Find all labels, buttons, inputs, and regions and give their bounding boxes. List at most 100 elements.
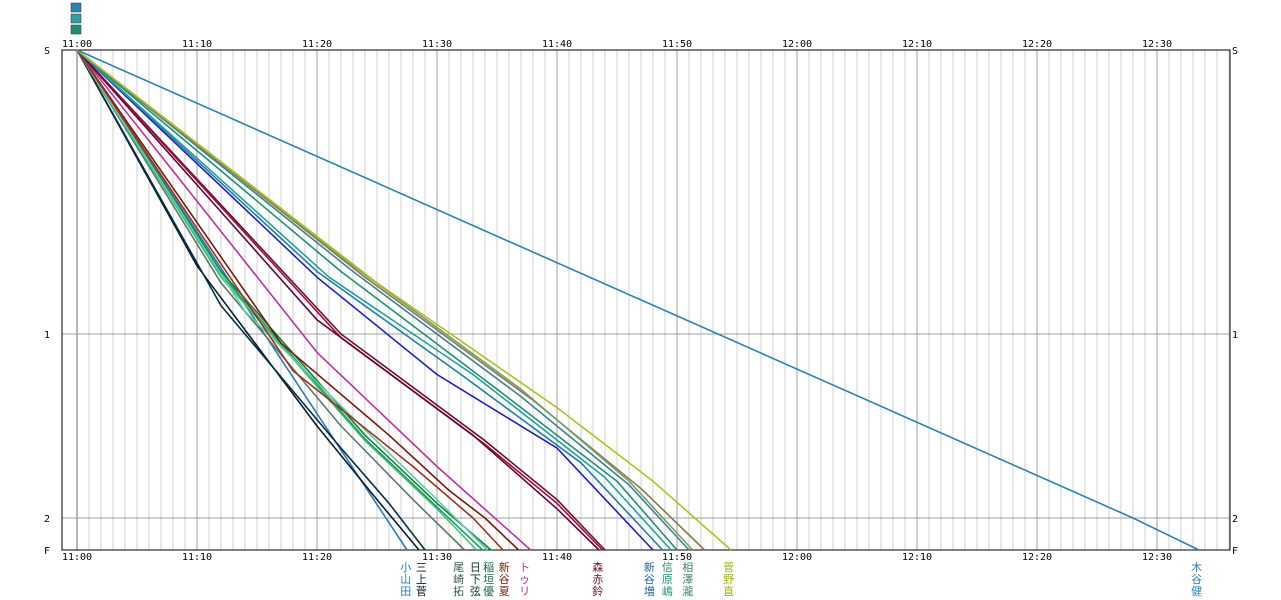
bottom-time-axis: 11:00 11:10 11:20 11:30 11:40 11:50 12:00 12:10… — [62, 552, 1172, 563]
runner-label-char: 夏 — [499, 585, 510, 598]
runner-label-char: 三 — [416, 561, 427, 574]
runner-label-char: 信 — [662, 561, 673, 574]
top-tick-label: 11:20 — [302, 39, 332, 50]
runner-label: 新谷夏 — [499, 560, 510, 598]
runner-label-char: 尾 — [453, 561, 464, 574]
legend-swatch — [70, 24, 82, 35]
runner-label: 木谷健 — [1191, 561, 1202, 598]
runner-label: 菅野直 — [723, 561, 734, 598]
runner-label-char: ゥ — [519, 573, 530, 586]
runner-label: トゥリ — [519, 561, 530, 598]
runner-label-char: 原 — [662, 573, 673, 586]
right-row-label: F — [1232, 546, 1238, 557]
series-line — [76, 49, 532, 551]
runner-label-char: 森 — [592, 560, 603, 574]
bottom-tick-label: 12:10 — [902, 552, 932, 563]
runner-label: 小山田 — [400, 561, 411, 598]
runner-label: 新谷増 — [644, 560, 655, 598]
runner-label-char: 拓 — [453, 584, 464, 598]
runner-label-char: 相 — [682, 561, 693, 574]
left-row-label: 1 — [44, 330, 50, 341]
runner-label: 信原嶋 — [662, 561, 673, 598]
runner-label-char: 小 — [400, 561, 411, 574]
right-row-label: S — [1232, 46, 1238, 57]
left-row-label: S — [44, 46, 50, 57]
row-gridlines — [62, 333, 1230, 519]
runner-label-char: ト — [519, 561, 530, 574]
series-line — [76, 49, 672, 551]
runner-label-char: 嶋 — [662, 584, 673, 598]
runner-label: 三上菅 — [416, 561, 427, 598]
top-tick-label: 11:30 — [422, 39, 452, 50]
series-line — [76, 49, 690, 551]
bottom-tick-label: 12:20 — [1022, 552, 1052, 563]
left-row-axis: S 1 2 F — [44, 46, 50, 557]
runner-label-char: 健 — [1191, 585, 1202, 598]
right-row-axis: S 1 2 F — [1232, 46, 1238, 557]
bottom-tick-label: 11:20 — [302, 552, 332, 563]
series-line — [76, 49, 466, 551]
legend — [70, 2, 82, 35]
left-row-label: F — [44, 546, 50, 557]
runner-label: 尾崎拓 — [453, 561, 464, 598]
series-line — [76, 49, 606, 551]
runner-label-char: 新 — [644, 560, 655, 574]
series-line — [76, 49, 504, 551]
legend-swatch — [70, 13, 82, 24]
runner-label-char: 崎 — [453, 572, 464, 586]
runner-label-char: 赤 — [592, 573, 603, 586]
runner-label-char: 瀧 — [682, 585, 693, 598]
bottom-tick-label: 11:10 — [182, 552, 212, 563]
bottom-tick-label: 11:00 — [62, 552, 92, 563]
runner-label-char: 菅 — [416, 585, 427, 598]
runner-label-char: 谷 — [499, 573, 510, 586]
left-row-label: 2 — [44, 514, 50, 525]
runner-label-char: 鈴 — [592, 584, 603, 598]
runner-label: 森赤鈴 — [592, 560, 603, 598]
top-tick-label: 11:00 — [62, 39, 92, 50]
bottom-tick-label: 11:40 — [542, 552, 572, 563]
series-line — [76, 49, 488, 551]
runner-label-char: 弦 — [470, 584, 481, 598]
runner-label-char: 直 — [723, 584, 734, 598]
runner-label-char: 田 — [400, 585, 411, 598]
runner-label-char: 日 — [470, 561, 481, 574]
runner-label-char: 菅 — [723, 561, 734, 574]
bottom-tick-label: 12:30 — [1142, 552, 1172, 563]
plot-frame — [61, 49, 1231, 551]
runner-label-char: 垣 — [483, 573, 494, 586]
top-tick-label: 12:20 — [1022, 39, 1052, 50]
runner-label-char: 澤 — [682, 573, 693, 586]
bottom-tick-label: 12:00 — [782, 552, 812, 563]
series-line — [76, 49, 600, 551]
runner-label-char: 谷 — [1191, 573, 1202, 586]
series-line — [76, 49, 492, 551]
major-grid — [76, 50, 1158, 550]
runner-label-char: 増 — [644, 585, 655, 598]
runner-label-char: 木 — [1191, 561, 1202, 574]
series-line — [76, 49, 478, 551]
bottom-tick-label: 11:30 — [422, 552, 452, 563]
top-tick-label: 12:00 — [782, 39, 812, 50]
series-line — [76, 49, 520, 551]
runner-label-char: 下 — [470, 573, 481, 586]
runner-label-char: 優 — [483, 585, 494, 598]
series-line — [76, 49, 732, 551]
runner-label: 日下弦 — [470, 561, 481, 598]
runner-label-char: 山 — [400, 573, 411, 586]
series-line — [76, 49, 664, 551]
right-row-label: 1 — [1232, 330, 1238, 341]
legend-swatch — [70, 2, 82, 13]
series-line — [76, 49, 1200, 551]
right-row-label: 2 — [1232, 514, 1238, 525]
top-time-axis: 11:00 11:10 11:20 11:30 11:40 11:50 12:00 12:10… — [62, 39, 1172, 50]
series-line — [76, 49, 654, 551]
top-tick-label: 12:10 — [902, 39, 932, 50]
runner-label-char: 上 — [416, 573, 427, 586]
series-line — [76, 49, 420, 551]
series-line — [76, 49, 678, 551]
series-lines — [76, 49, 1200, 551]
series-line — [76, 49, 604, 551]
